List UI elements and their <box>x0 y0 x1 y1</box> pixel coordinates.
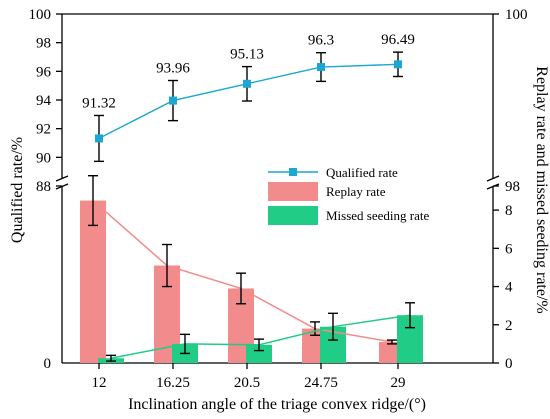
y-tick-label-right: 0 <box>505 356 513 372</box>
missed-bar <box>246 344 272 363</box>
y-axis-title-right: Replay rate and missed seeding rate/% <box>533 66 550 313</box>
y-tick-label-upper: 94 <box>36 93 52 109</box>
legend-qualified-label: Qualified rate <box>326 165 398 180</box>
x-axis-title: Inclination angle of the triage convex r… <box>128 396 426 413</box>
legend-missed-label: Missed seeding rate <box>326 208 429 223</box>
y-tick-label-right: 4 <box>505 280 513 296</box>
qualified-point <box>169 96 177 105</box>
lower-bars <box>80 200 423 363</box>
qualified-point <box>95 134 103 143</box>
y-tick-label-upper: 92 <box>36 122 51 138</box>
y-tick-label-right: 8 <box>505 203 513 219</box>
x-tick-label: 29 <box>391 375 406 391</box>
qualified-point <box>243 79 251 88</box>
y-tick-label-right: 2 <box>505 318 513 334</box>
qualified-data-label: 93.96 <box>156 61 190 77</box>
legend-replay-label: Replay rate <box>326 184 386 199</box>
qualified-point <box>317 63 325 72</box>
y-tick-label-upper: 98 <box>36 36 51 52</box>
axis-break-left-1 <box>55 175 69 182</box>
y-tick-label-right: 6 <box>505 241 513 257</box>
qualified-data-label: 95.13 <box>230 47 264 63</box>
y-tick-label-right-upper: 100 <box>505 7 528 23</box>
qualified-data-label: 96.49 <box>381 32 415 48</box>
y-tick-label-lower-left: 0 <box>44 356 52 372</box>
replay-bar <box>80 200 106 363</box>
x-tick-label: 12 <box>92 375 107 391</box>
ticks: 12 16.25 20.5 24.75 29 88 90 92 94 96 98 100 0 0 2 4 6 8 1… <box>29 7 528 391</box>
legend-replay-swatch <box>268 182 318 201</box>
x-tick-label: 16.25 <box>156 375 190 391</box>
lower-lines <box>88 175 415 362</box>
upper-line: 91.32 93.96 95.13 96.3 96.49 <box>82 32 415 163</box>
y-tick-label-upper: 100 <box>29 7 52 23</box>
axis-break-right-1 <box>486 175 500 182</box>
legend-missed-swatch <box>268 206 318 225</box>
y-tick-label-upper: 90 <box>36 150 51 166</box>
qualified-data-label: 96.3 <box>308 33 334 49</box>
qualified-point <box>394 60 402 69</box>
y-tick-label-right-upper: 98 <box>505 179 520 195</box>
y-axis-title-left: Qualified rate/% <box>9 137 26 243</box>
x-tick-label: 20.5 <box>234 375 260 391</box>
qualified-data-label: 91.32 <box>82 95 116 111</box>
legend-qualified-marker <box>289 168 297 176</box>
legend: Qualified rate Replay rate Missed seeding … <box>268 165 429 225</box>
y-tick-label-upper: 88 <box>36 179 51 195</box>
y-tick-label-upper: 96 <box>36 64 52 80</box>
x-tick-label: 24.75 <box>304 375 338 391</box>
